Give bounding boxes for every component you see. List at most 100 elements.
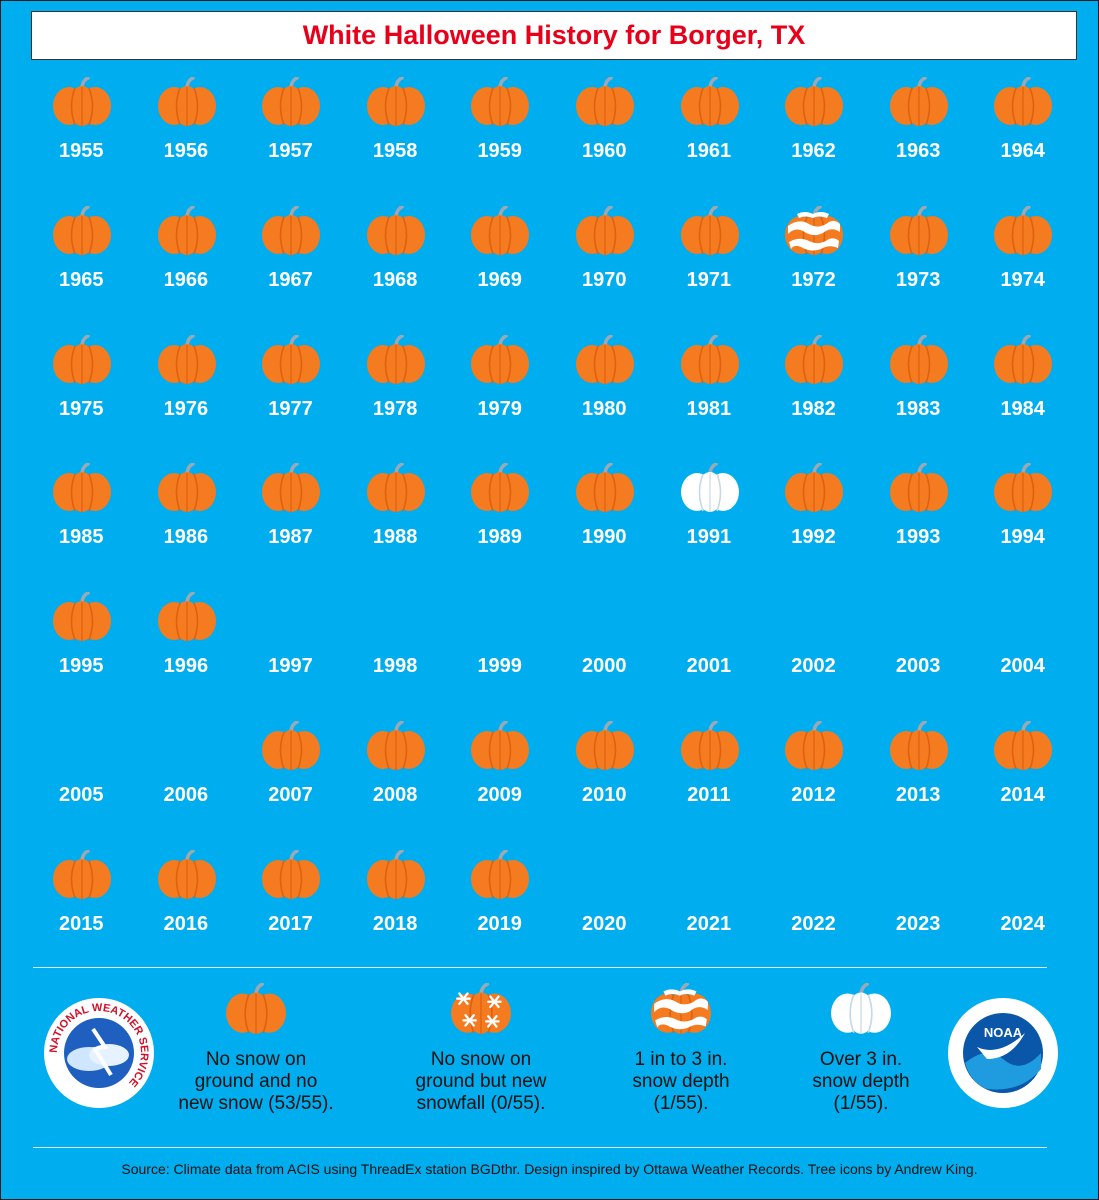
nws-logo: NATIONAL WEATHER SERVICE: [43, 997, 155, 1109]
year-label: 1989: [477, 526, 522, 549]
year-label: 1994: [1000, 526, 1045, 549]
year-label: 1976: [163, 397, 209, 420]
year-cell-1971: 1971: [657, 205, 762, 326]
year-label: 2021: [686, 912, 732, 935]
year-cell-2001: 2001: [657, 592, 762, 712]
year-label: 1975: [59, 397, 104, 420]
year-cell-1965: 1965: [29, 205, 134, 326]
year-label: 2009: [477, 784, 522, 806]
year-cell-1976: 1976: [134, 333, 239, 455]
year-cell-2010: 2010: [552, 720, 657, 841]
pumpkin-icon: [365, 462, 427, 513]
year-cell-1975: 1975: [29, 333, 134, 455]
year-label: 1973: [895, 268, 941, 291]
year-label: 2013: [895, 784, 941, 806]
year-label: 1979: [477, 397, 522, 420]
year-label: 1999: [477, 655, 522, 678]
pumpkin-icon: [51, 591, 113, 642]
pumpkin-icon: [783, 333, 845, 385]
year-label: 1964: [1000, 140, 1045, 162]
year-cell-2009: 2009: [447, 720, 552, 841]
year-cell-1986: 1986: [134, 462, 239, 583]
year-label: 1955: [59, 140, 104, 162]
year-cell-2006: 2006: [134, 721, 239, 841]
year-cell-2015: 2015: [29, 849, 134, 970]
year-cell-1973: 1973: [866, 205, 971, 326]
year-cell-1962: 1962: [761, 76, 866, 197]
legend-item-2: No snow on ground but new snowfall (0/55…: [381, 982, 581, 1115]
pumpkin-icon: [574, 333, 636, 385]
year-cell-1987: 1987: [238, 462, 343, 583]
year-cell-1969: 1969: [447, 205, 552, 326]
year-label: 2020: [582, 912, 627, 935]
year-label: 1985: [59, 526, 104, 549]
year-cell-2016: 2016: [134, 849, 239, 970]
year-cell-1959: 1959: [447, 76, 552, 197]
year-label: 1980: [582, 397, 627, 420]
year-label: 1958: [372, 140, 418, 162]
year-label: 1993: [895, 526, 941, 549]
pumpkin-icon: [888, 333, 950, 385]
divider-top: [33, 967, 1047, 968]
pumpkin-icon: [260, 462, 322, 513]
year-grid: 1955 1956 1957 1958 1959 1960 1961 1962 1963 1964…: [29, 76, 1077, 957]
year-cell-2019: 2019: [447, 849, 552, 970]
year-cell-2024: 2024: [970, 850, 1075, 970]
year-cell-2000: 2000: [552, 592, 657, 712]
year-label: 2002: [791, 655, 836, 678]
pumpkin-icon: [469, 205, 531, 256]
year-cell-1958: 1958: [343, 76, 448, 197]
pumpkin-icon: [469, 720, 531, 771]
legend-item-4: Over 3 in. snow depth (1/55).: [771, 982, 951, 1115]
year-label: 1981: [686, 397, 732, 420]
pumpkin-icon: [260, 333, 322, 385]
year-cell-2007: 2007: [238, 720, 343, 841]
year-label: 1956: [163, 140, 209, 162]
pumpkin-icon: [888, 76, 950, 127]
year-label: 2012: [791, 784, 836, 806]
pumpkin-icon: [992, 205, 1054, 256]
pumpkin-snowflake-icon: [449, 982, 513, 1035]
year-cell-1985: 1985: [29, 462, 134, 583]
pumpkin-icon: [574, 205, 636, 256]
year-label: 2014: [1000, 784, 1045, 806]
year-label: 1967: [268, 268, 313, 291]
year-label: 1982: [791, 397, 836, 420]
page-title: White Halloween History for Borger, TX: [302, 20, 806, 50]
pumpkin-icon: [469, 462, 531, 513]
year-label: 2003: [895, 655, 941, 678]
legend-label: No snow on ground and no new snow (53/55…: [178, 1049, 334, 1114]
year-cell-1957: 1957: [238, 76, 343, 197]
pumpkin-icon: [679, 205, 741, 256]
year-label: 2007: [268, 784, 313, 806]
year-label: 1963: [895, 140, 941, 162]
year-cell-2017: 2017: [238, 849, 343, 970]
year-label: 1960: [582, 140, 627, 162]
year-cell-1977: 1977: [238, 333, 343, 455]
year-label: 1969: [477, 268, 522, 291]
year-cell-1990: 1990: [552, 462, 657, 583]
year-cell-2013: 2013: [866, 720, 971, 841]
pumpkin-icon: [365, 333, 427, 385]
year-label: 1959: [477, 140, 522, 162]
pumpkin-icon: [679, 76, 741, 127]
year-label: 2001: [686, 655, 732, 678]
year-cell-1994: 1994: [970, 462, 1075, 583]
pumpkin-icon: [51, 462, 113, 513]
year-cell-1972: 1972: [761, 205, 866, 326]
year-cell-1967: 1967: [238, 205, 343, 326]
year-label: 1984: [1000, 397, 1045, 420]
pumpkin-icon: [992, 720, 1054, 771]
year-cell-1983: 1983: [866, 333, 971, 455]
year-cell-2023: 2023: [866, 850, 971, 970]
year-label: 1957: [268, 140, 313, 162]
year-cell-2020: 2020: [552, 850, 657, 970]
year-label: 2016: [163, 912, 209, 935]
pumpkin-icon: [992, 333, 1054, 385]
pumpkin-icon: [469, 333, 531, 385]
pumpkin-icon: [469, 76, 531, 127]
pumpkin-icon: [888, 720, 950, 771]
year-label: 1970: [582, 268, 627, 291]
year-label: 1983: [895, 397, 941, 420]
pumpkin-icon: [51, 76, 113, 127]
